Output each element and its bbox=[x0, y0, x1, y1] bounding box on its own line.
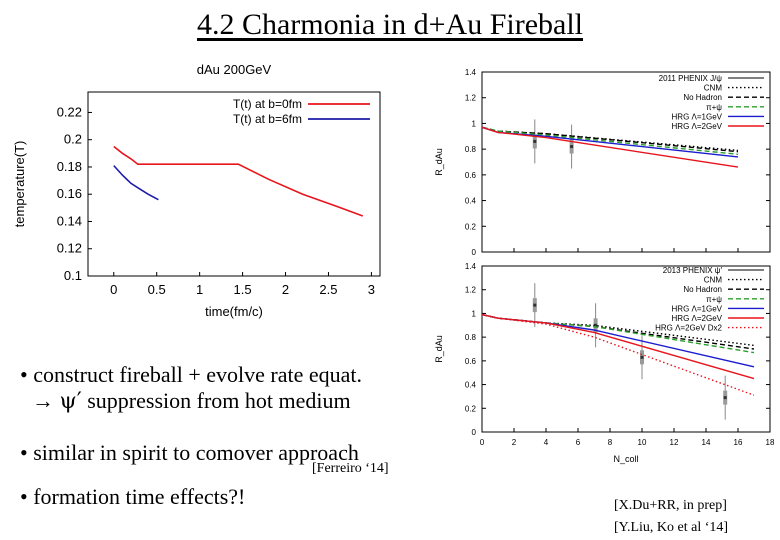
x-tick-label: 1 bbox=[196, 282, 203, 297]
y-tick-label: 0 bbox=[472, 248, 477, 257]
y-tick-label: 0.1 bbox=[64, 268, 82, 283]
plot-frame bbox=[87, 91, 381, 277]
y-tick-label: 0.6 bbox=[465, 171, 477, 180]
model-curve bbox=[481, 313, 755, 380]
y-tick-label: 0.8 bbox=[465, 333, 477, 342]
y-tick-label: 0.18 bbox=[57, 159, 82, 174]
arrow-glyph: → bbox=[32, 388, 60, 413]
x-tick-label: 3 bbox=[368, 282, 375, 297]
y-tick-label: 1.4 bbox=[465, 68, 477, 77]
x-tick-label: 6 bbox=[576, 438, 581, 447]
bullet-fireball-rest: suppression from hot medium bbox=[81, 388, 351, 413]
data-point bbox=[570, 145, 574, 149]
y-tick-label: 0.22 bbox=[57, 104, 82, 119]
plot-background bbox=[424, 258, 780, 470]
slide-title: 4.2 Charmonia in d+Au Fireball bbox=[196, 8, 584, 41]
data-point bbox=[640, 355, 644, 359]
x-tick-label: 4 bbox=[544, 438, 549, 447]
legend-label: HRG Λ=2GeV bbox=[672, 122, 723, 131]
x-tick-label: 12 bbox=[670, 438, 679, 447]
data-point bbox=[594, 323, 598, 327]
data-point bbox=[723, 396, 727, 400]
legend-label: 2011 PHENIX J/ψ bbox=[659, 74, 723, 83]
x-tick-label: 2 bbox=[282, 282, 289, 297]
chart-title: dAu 200GeV bbox=[197, 62, 272, 77]
legend-label: π+ψ bbox=[706, 103, 722, 112]
legend-label: HRG Λ=2GeV Dx2 bbox=[655, 324, 722, 333]
y-tick-label: 1.4 bbox=[465, 262, 477, 271]
y-tick-label: 0.8 bbox=[465, 145, 477, 154]
temperature-chart: dAu 200GeV 0 0.5 1 1.5 2 2.5 3 0.1 0.12 0.14 0.16 0.… bbox=[0, 48, 404, 332]
y-tick-label: 0.4 bbox=[465, 197, 477, 206]
x-tick-label: 8 bbox=[608, 438, 613, 447]
y-axis-label: R_dAu bbox=[434, 148, 444, 176]
bullet-fireball-line2: → ψ′ suppression from hot medium bbox=[20, 388, 362, 415]
x-axis-label: N_coll bbox=[613, 454, 638, 464]
plot-background bbox=[0, 48, 404, 332]
legend-label: HRG Λ=2GeV bbox=[672, 314, 723, 323]
y-tick-label: 0.12 bbox=[57, 241, 82, 256]
y-tick-label: 0.2 bbox=[64, 132, 82, 147]
x-tick-label: 2 bbox=[512, 438, 517, 447]
y-axis-label: temperature(T) bbox=[12, 141, 27, 228]
x-axis-label: time(fm/c) bbox=[205, 304, 263, 319]
bullet-fireball-line1: • construct fireball + evolve rate equat… bbox=[20, 362, 363, 387]
y-tick-label: 1.2 bbox=[465, 286, 477, 295]
x-tick-label: 16 bbox=[734, 438, 743, 447]
ferreiro-citation: [Ferreiro ‘14] bbox=[312, 461, 389, 476]
plot-background bbox=[424, 64, 780, 264]
series-line-b6 bbox=[113, 165, 159, 201]
rdau-jpsi-chart: 0 0.2 0.4 0.6 0.8 1 1.2 1.4 R_dAu 2011 PHENIX J/ψ… bbox=[424, 64, 780, 264]
y-tick-label: 1 bbox=[472, 119, 477, 128]
legend-label: T(t) at b=6fm bbox=[233, 112, 302, 126]
legend-label: T(t) at b=0fm bbox=[233, 97, 302, 111]
x-tick-label: 2.5 bbox=[319, 282, 337, 297]
y-tick-label: 1 bbox=[472, 309, 477, 318]
plot-frame bbox=[481, 265, 771, 433]
data-point bbox=[533, 303, 537, 307]
reference-liu-ko: [Y.Liu, Ko et al ‘14] bbox=[614, 520, 729, 535]
bullet-fireball: • construct fireball + evolve rate equat… bbox=[20, 362, 362, 415]
y-tick-label: 0.6 bbox=[465, 357, 477, 366]
series-line-b0 bbox=[113, 145, 364, 217]
legend-label: CNM bbox=[704, 84, 723, 93]
y-axis-label: R_dAu bbox=[434, 335, 444, 363]
plot-frame bbox=[481, 71, 771, 253]
y-tick-label: 0.2 bbox=[465, 222, 477, 231]
x-tick-label: 0 bbox=[480, 438, 485, 447]
rdau-psiprime-chart: 0 0.2 0.4 0.6 0.8 1 1.2 1.4 0 2 4 6 8 10 12 14 16 18 N_col… bbox=[424, 258, 780, 470]
y-tick-label: 0.2 bbox=[465, 404, 477, 413]
x-tick-label: 0 bbox=[110, 282, 117, 297]
x-tick-label: 0.5 bbox=[148, 282, 166, 297]
x-tick-label: 14 bbox=[702, 438, 711, 447]
legend-label: HRG Λ=1GeV bbox=[672, 112, 723, 121]
legend-label: 2013 PHENIX ψ′ bbox=[663, 266, 723, 275]
x-tick-label: 18 bbox=[766, 438, 775, 447]
x-tick-label: 10 bbox=[638, 438, 647, 447]
bullet-comover: • similar in spirit to comover approach bbox=[20, 440, 359, 465]
y-tick-label: 0 bbox=[472, 428, 477, 437]
y-tick-label: 0.16 bbox=[57, 186, 82, 201]
x-tick-label: 1.5 bbox=[234, 282, 252, 297]
model-curve bbox=[481, 126, 739, 168]
y-tick-label: 0.14 bbox=[57, 213, 82, 228]
legend-label: HRG Λ=1GeV bbox=[672, 304, 723, 313]
reference-du-rapp: [X.Du+RR, in prep] bbox=[614, 498, 727, 513]
legend-label: CNM bbox=[704, 276, 723, 285]
legend-label: No Hadron bbox=[683, 93, 722, 102]
y-tick-label: 1.2 bbox=[465, 94, 477, 103]
model-curve bbox=[481, 313, 755, 396]
psi-prime-symbol: ψ′ bbox=[59, 389, 82, 414]
bullet-formation-time: • formation time effects?! bbox=[20, 484, 246, 509]
legend-label: No Hadron bbox=[683, 285, 722, 294]
data-point bbox=[533, 139, 537, 143]
legend-label: π+ψ bbox=[706, 295, 722, 304]
y-tick-label: 0.4 bbox=[465, 381, 477, 390]
